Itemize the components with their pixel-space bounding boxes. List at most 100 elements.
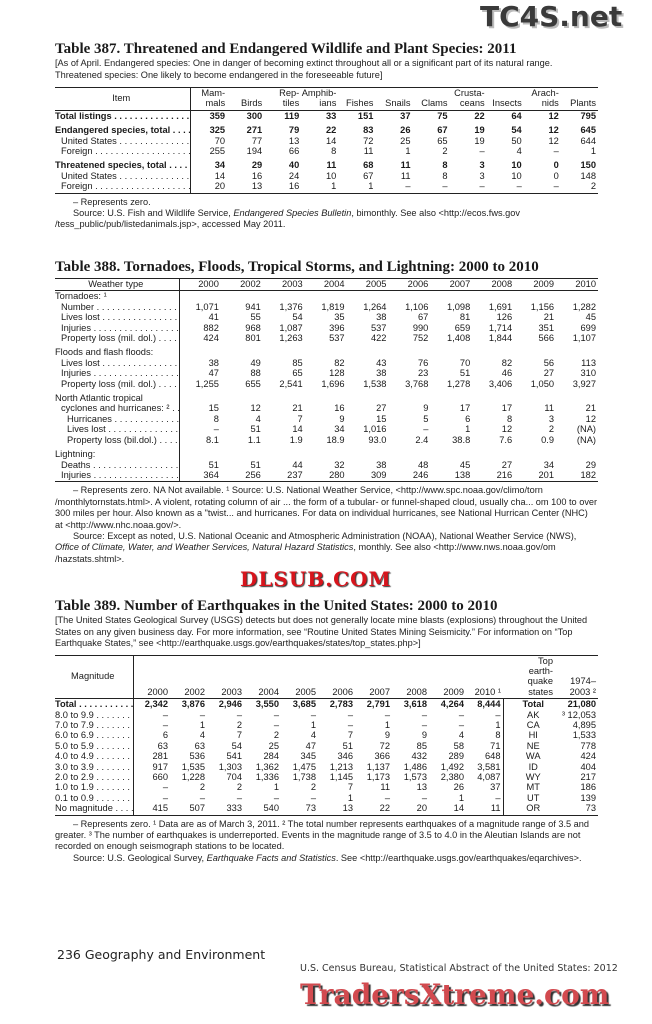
row-label: Lives lost — [67, 424, 178, 434]
table-cell — [430, 343, 472, 357]
table-cell: 83 — [363, 125, 374, 136]
table-cell: 333 — [207, 803, 244, 816]
table-cell: 23 — [418, 368, 429, 379]
table-cell: 300 — [246, 110, 263, 121]
column-header: 2008 — [392, 654, 429, 700]
table-cell: – — [486, 181, 524, 194]
table-cell: 7.6 — [499, 434, 513, 445]
table-row: 2.0 to 2.9 660 1,228 704 1,336 1,738 1,145 1,17… — [55, 771, 598, 783]
table-cell: 280 — [304, 469, 347, 483]
table-cell: 11 — [363, 146, 374, 157]
column-header: 2006 — [388, 277, 431, 292]
table-cell: 3,768 — [405, 378, 429, 389]
table-cell: 1,137 — [366, 761, 390, 772]
table-cell: – — [273, 709, 279, 720]
table-cell: – — [310, 792, 316, 803]
column-header: 2008 — [472, 277, 515, 292]
table-cell: – — [162, 792, 168, 803]
table-cell: 3,876 — [181, 699, 205, 710]
column-header: Plants — [560, 87, 598, 111]
table-cell: 27 — [543, 368, 555, 379]
row-label: 7.0 to 7.9 — [55, 720, 132, 730]
table-cell: 85 — [416, 740, 427, 751]
table-cell: 25 — [400, 135, 411, 146]
table-cell: 1,303 — [218, 761, 242, 772]
table-cell: 432 — [411, 751, 427, 762]
table-cell: 29 — [251, 160, 263, 171]
table-cell: 7 — [347, 782, 353, 793]
table-cell: 20 — [190, 181, 228, 194]
table-cell: 85 — [292, 357, 303, 368]
table-cell: 566 — [538, 333, 555, 344]
table-cell: 10 — [511, 160, 522, 171]
table-cell: 16 — [334, 403, 345, 414]
table-cell: 26 — [453, 782, 464, 793]
table-cell: 11 — [400, 170, 411, 181]
table-cell: 32 — [334, 459, 345, 470]
table-cell: – — [162, 719, 168, 730]
table-cell: 8 — [331, 146, 337, 157]
row-label: Injuries — [61, 368, 178, 378]
column-header: Clams — [412, 87, 450, 111]
table-cell: – — [466, 792, 504, 804]
table-cell: 1 — [384, 719, 390, 730]
table-cell: 255 — [209, 146, 226, 157]
table-cell: 54 — [511, 125, 522, 136]
table-cell — [305, 343, 347, 357]
table-cell: 13 — [288, 135, 300, 146]
table-cell: NE — [526, 740, 540, 751]
table-cell: 1,156 — [530, 301, 555, 312]
table-cell: 63 — [157, 740, 168, 751]
table-cell: 22 — [474, 110, 485, 121]
row-label: Total — [55, 699, 132, 709]
table-cell: 359 — [209, 110, 226, 121]
table-cell: 119 — [284, 110, 300, 121]
table-cell: 12 — [250, 403, 261, 414]
table-cell — [556, 389, 598, 403]
table-cell: 1,173 — [366, 771, 390, 782]
table-cell: 45 — [585, 312, 596, 323]
table-cell: 281 — [152, 751, 168, 762]
table-cell: 4 — [310, 730, 316, 741]
table-cell: 2 — [236, 719, 242, 730]
column-header: 2002 — [170, 654, 207, 700]
table-cell: 64 — [511, 110, 522, 121]
table-cell: 1,255 — [195, 378, 219, 389]
table-cell — [472, 389, 514, 403]
table-cell: 1 — [405, 146, 411, 157]
column-header: 1974– 2003 ² — [555, 654, 598, 700]
table-cell — [472, 291, 514, 302]
row-label: 2.0 to 2.9 — [55, 772, 132, 782]
table-cell: 3,685 — [292, 699, 316, 710]
table-cell: 644 — [580, 135, 596, 146]
table-cell: 1.9 — [289, 434, 303, 445]
table-cell: – — [273, 792, 279, 803]
column-header: 2009 — [514, 277, 557, 292]
table-cell: 3,618 — [403, 699, 427, 710]
table-cell: 9 — [421, 730, 427, 741]
table-cell: 186 — [580, 782, 596, 793]
table-cell: – — [384, 709, 390, 720]
table-cell: 21,080 — [567, 699, 596, 710]
footnote: Source: U.S. Fish and Wildlife Service, … — [55, 208, 520, 230]
table-cell: 6 — [162, 730, 168, 741]
table-cell: UT — [527, 792, 540, 803]
table-cell: 29 — [585, 459, 596, 470]
column-header: Arach-nids — [523, 87, 561, 111]
table-cell: 540 — [244, 803, 281, 816]
table-cell: 1,533 — [572, 730, 596, 741]
table-cell: 2,380 — [440, 771, 464, 782]
table-cell: 151 — [357, 110, 374, 121]
table-cell — [221, 445, 263, 459]
table-cell: 47 — [305, 740, 316, 751]
table-387-subtitle: [As of April. Endangered species: One in… — [55, 58, 553, 80]
table-cell — [221, 343, 263, 357]
table-cell: – — [412, 181, 450, 194]
table-cell: 17 — [501, 403, 513, 414]
table-cell: – — [421, 709, 427, 720]
row-label: 6.0 to 6.9 — [55, 730, 132, 740]
table-cell: 648 — [466, 751, 504, 762]
table-cell: 73 — [555, 803, 598, 816]
table-cell: 22 — [326, 125, 337, 136]
